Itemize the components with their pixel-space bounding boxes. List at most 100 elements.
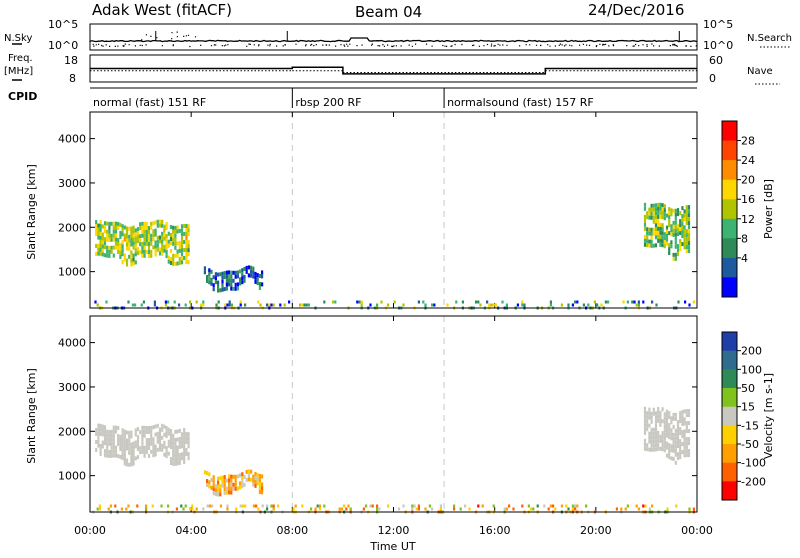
power-data-cell bbox=[167, 255, 170, 260]
velocity-data-cell bbox=[221, 479, 224, 484]
velocity-data-cell bbox=[208, 484, 211, 489]
velocity-data-cell bbox=[121, 440, 124, 445]
power-data-cell bbox=[676, 244, 680, 249]
velocity-data-cell bbox=[663, 424, 666, 429]
power-data-cell bbox=[521, 303, 524, 307]
power-data-cell bbox=[681, 222, 684, 227]
power-data-cell bbox=[94, 300, 97, 304]
velocity-data-cell bbox=[108, 453, 111, 458]
velocity-data-cell bbox=[648, 423, 651, 428]
velocity-data-cell bbox=[185, 452, 188, 456]
velocity-data-cell bbox=[241, 504, 244, 508]
velocity-data-cell bbox=[626, 504, 629, 508]
power-data-cell bbox=[683, 217, 686, 222]
power-data-cell bbox=[97, 235, 100, 240]
power-data-cell bbox=[236, 274, 239, 279]
velocity-data-cell bbox=[668, 415, 671, 420]
velocity-data-cell bbox=[141, 429, 144, 434]
velocity-data-cell bbox=[549, 504, 552, 508]
velocity-data-cell bbox=[141, 449, 144, 454]
power-data-cell bbox=[241, 276, 244, 281]
power-data-cell bbox=[121, 232, 124, 237]
velocity-data-cell bbox=[156, 447, 159, 452]
velocity-data-cell bbox=[141, 441, 144, 446]
power-data-cell bbox=[234, 274, 237, 279]
velocity-data-cell bbox=[132, 461, 135, 466]
power-data-cell bbox=[103, 225, 107, 230]
velocity-data-cell bbox=[230, 474, 233, 479]
power-data-cell bbox=[657, 230, 660, 235]
velocity-y-tick-label: 1000 bbox=[58, 470, 86, 483]
power-data-cell bbox=[172, 253, 175, 258]
velocity-data-cell bbox=[185, 436, 188, 440]
power-data-cell bbox=[225, 278, 228, 283]
velocity-data-cell bbox=[187, 432, 190, 437]
power-data-cell bbox=[143, 225, 146, 230]
velocity-data-cell bbox=[180, 504, 183, 508]
velocity-data-cell bbox=[672, 416, 675, 421]
power-data-cell bbox=[169, 257, 173, 261]
velocity-data-cell bbox=[223, 491, 226, 496]
power-data-cell bbox=[247, 273, 250, 278]
velocity-data-cell bbox=[481, 504, 484, 508]
power-data-cell bbox=[101, 252, 104, 257]
power-data-cell bbox=[672, 256, 675, 261]
power-data-cell bbox=[152, 229, 155, 234]
power-data-cell bbox=[417, 300, 420, 304]
power-data-cell bbox=[681, 206, 684, 211]
power-data-cell bbox=[165, 238, 168, 243]
velocity-data-cell bbox=[650, 447, 653, 452]
power-data-cell bbox=[250, 269, 253, 274]
velocity-data-cell bbox=[97, 431, 100, 436]
velocity-data-cell bbox=[685, 413, 688, 418]
velocity-data-cell bbox=[99, 431, 102, 436]
power-data-cell bbox=[494, 303, 497, 307]
power-data-cell bbox=[110, 237, 113, 242]
velocity-data-cell bbox=[257, 507, 260, 511]
velocity-data-cell bbox=[169, 429, 173, 433]
velocity-data-cell bbox=[413, 504, 416, 508]
velocity-data-cell bbox=[158, 439, 162, 444]
velocity-data-cell bbox=[176, 453, 179, 458]
velocity-data-cell bbox=[139, 450, 142, 455]
velocity-data-cell bbox=[676, 436, 680, 441]
velocity-data-cell bbox=[310, 507, 313, 511]
velocity-data-cell bbox=[169, 445, 173, 449]
power-data-cell bbox=[676, 224, 680, 229]
velocity-data-cell bbox=[106, 445, 109, 450]
velocity-data-cell bbox=[681, 450, 684, 455]
power-data-cell bbox=[650, 235, 653, 240]
power-data-cell bbox=[117, 222, 120, 226]
power-range-axis-title: Slant Range [km] bbox=[25, 164, 38, 260]
velocity-data-cell bbox=[117, 454, 120, 458]
power-data-cell bbox=[663, 236, 666, 241]
power-data-cell bbox=[659, 222, 662, 227]
velocity-data-cell bbox=[108, 429, 111, 434]
velocity-data-cell bbox=[226, 504, 229, 508]
velocity-data-cell bbox=[657, 442, 660, 447]
velocity-data-cell bbox=[646, 423, 649, 428]
power-data-cell bbox=[687, 217, 691, 222]
power-data-cell bbox=[650, 227, 653, 232]
velocity-data-cell bbox=[136, 435, 140, 440]
power-data-cell bbox=[687, 205, 691, 210]
radar-title: Adak West (fitACF) bbox=[92, 1, 232, 19]
power-data-cell bbox=[643, 226, 647, 231]
velocity-data-cell bbox=[180, 432, 184, 437]
power-data-cell bbox=[169, 233, 173, 237]
power-data-cell bbox=[114, 221, 118, 226]
velocity-data-cell bbox=[99, 443, 102, 448]
velocity-data-cell bbox=[109, 504, 112, 508]
velocity-data-cell bbox=[132, 453, 135, 458]
velocity-data-cell bbox=[180, 436, 184, 441]
power-data-cell bbox=[176, 261, 179, 266]
power-data-cell bbox=[257, 300, 260, 304]
velocity-data-cell bbox=[106, 429, 109, 434]
velocity-data-cell bbox=[152, 437, 155, 442]
velocity-data-cell bbox=[134, 428, 137, 433]
power-data-cell bbox=[147, 254, 151, 258]
velocity-data-cell bbox=[244, 504, 247, 508]
velocity-data-cell bbox=[643, 438, 647, 443]
velocity-data-cell bbox=[163, 452, 166, 457]
velocity-data-cell bbox=[123, 429, 126, 434]
